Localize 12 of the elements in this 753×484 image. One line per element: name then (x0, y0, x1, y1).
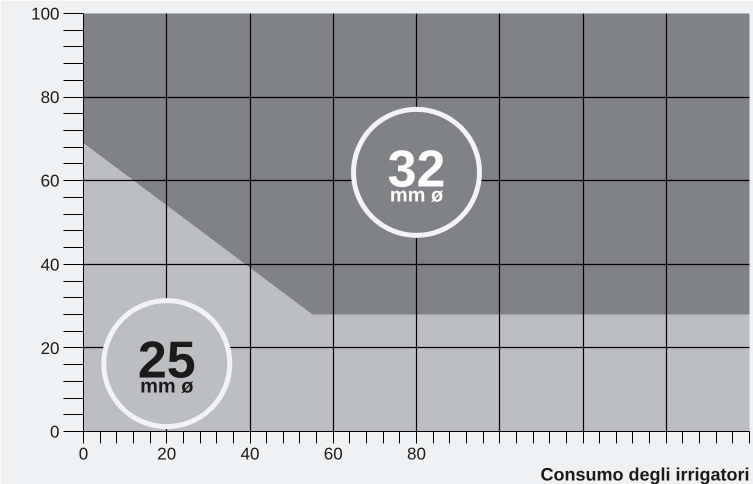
x-axis-title: Consumo degli irrigatori (540, 464, 750, 484)
x-tick-label: 0 (78, 444, 88, 464)
y-tick-label: 40 (40, 255, 60, 274)
x-tick-label: 20 (157, 444, 176, 464)
y-tick-label: 100 (31, 4, 60, 24)
y-tick-label: 20 (40, 338, 60, 358)
x-tick-label: 40 (240, 444, 260, 464)
y-tick-label: 60 (40, 172, 60, 191)
x-tick-label: 60 (324, 444, 343, 464)
y-tick-label: 80 (40, 88, 60, 108)
y-tick-label: 0 (50, 422, 60, 442)
x-tick-label: 80 (407, 444, 426, 464)
